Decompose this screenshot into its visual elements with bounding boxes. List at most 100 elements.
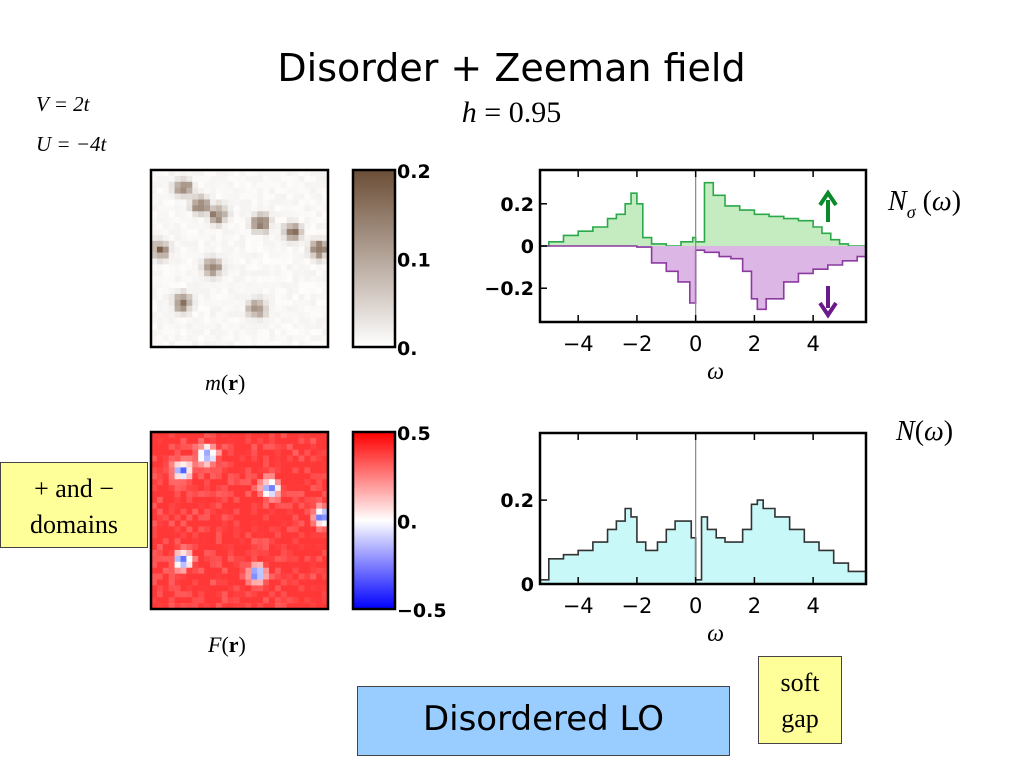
heatmap-cell xyxy=(292,491,299,498)
heatmap-cell xyxy=(180,437,187,445)
heatmap-cell xyxy=(274,199,282,206)
heatmap-cell xyxy=(239,550,246,557)
heatmap-cell xyxy=(322,293,329,301)
heatmap-cell xyxy=(168,299,175,306)
heatmap-cell xyxy=(298,591,305,598)
heatmap-cell xyxy=(198,538,205,545)
heatmap-cell xyxy=(186,240,193,247)
heatmap-cell xyxy=(298,288,305,295)
heatmap-cell xyxy=(304,181,311,188)
heatmap-cell xyxy=(168,341,175,348)
heatmap-cell xyxy=(286,317,293,324)
heatmap-cell xyxy=(286,341,293,348)
heatmap-cell xyxy=(210,217,217,224)
heatmap-cell xyxy=(251,508,258,515)
heatmap-cell xyxy=(156,567,164,574)
heatmap-cell xyxy=(310,170,317,177)
heatmap-cell xyxy=(204,585,211,592)
heatmap-cell xyxy=(316,514,323,521)
heatmap-cell xyxy=(151,449,158,456)
heatmap-cell xyxy=(186,455,193,462)
heatmap-cell xyxy=(204,229,211,236)
heatmap-cell xyxy=(180,561,187,568)
heatmap-cell xyxy=(269,223,276,230)
heatmap-cell xyxy=(280,467,287,474)
heatmap-cell xyxy=(239,520,246,527)
heatmap-cell xyxy=(280,341,287,348)
heatmap-cell xyxy=(221,508,228,515)
heatmap-cell xyxy=(274,597,282,604)
heatmap-cell xyxy=(192,181,199,188)
heatmap-cell xyxy=(168,443,175,450)
heatmap-cell xyxy=(269,240,276,247)
heatmap-cell xyxy=(198,323,205,330)
heatmap-cell xyxy=(162,550,169,557)
heatmap-cell xyxy=(304,170,311,177)
heatmap-cell xyxy=(280,579,287,586)
heatmap-cell xyxy=(304,305,311,312)
heatmap-cell xyxy=(316,223,323,230)
heatmap-cell xyxy=(269,491,276,498)
x-tick-label: −4 xyxy=(563,332,594,356)
heatmap-cell xyxy=(251,591,258,598)
heatmap-cell xyxy=(286,597,293,604)
heatmap-cell xyxy=(180,432,187,439)
heatmap-cell xyxy=(316,323,323,330)
heatmap-cell xyxy=(210,591,217,598)
heatmap-cell xyxy=(174,264,181,271)
heatmap-cell xyxy=(151,538,158,545)
heatmap-cell xyxy=(221,485,228,492)
heatmap-cell xyxy=(168,329,175,336)
heatmap-cell xyxy=(245,579,252,586)
heatmap-cell xyxy=(245,270,252,277)
heatmap-cell xyxy=(269,311,276,318)
heatmap-cell xyxy=(257,311,264,318)
heatmap-cell xyxy=(286,264,293,271)
heatmap-cell xyxy=(269,555,276,563)
heatmap-cell xyxy=(251,293,258,301)
heatmap-cell xyxy=(280,520,287,527)
heatmap-cell xyxy=(322,443,329,450)
heatmap-cell xyxy=(304,293,311,301)
heatmap-cell xyxy=(156,329,164,336)
heatmap-cell xyxy=(180,246,187,253)
heatmap-cell xyxy=(304,573,311,580)
heatmap-cell xyxy=(156,288,164,295)
heatmap-cell xyxy=(292,223,299,230)
heatmap-cell xyxy=(198,491,205,498)
heatmap-cell xyxy=(204,335,211,342)
heatmap-cell xyxy=(292,170,299,177)
domains-note: + and − domains xyxy=(0,462,148,548)
heatmap-cell xyxy=(204,561,211,568)
heatmap-cell xyxy=(280,455,287,462)
heatmap-cell xyxy=(168,532,175,539)
heatmap-cell xyxy=(304,508,311,515)
heatmap-cell xyxy=(263,449,270,456)
heatmap-cell xyxy=(186,252,193,259)
heatmap-cell xyxy=(263,217,270,224)
heatmap-cell xyxy=(215,311,223,318)
heatmap-cell xyxy=(316,532,323,539)
heatmap-cell xyxy=(304,561,311,568)
heatmap-cell xyxy=(280,270,287,277)
heatmap-cell xyxy=(286,479,293,486)
heatmap-cell xyxy=(316,579,323,586)
heatmap-cell xyxy=(269,561,276,568)
heatmap-cell xyxy=(198,449,205,456)
heatmap-cell xyxy=(186,234,193,242)
heatmap-cell xyxy=(304,432,311,439)
heatmap-cell xyxy=(304,526,311,533)
heatmap-cell xyxy=(233,526,240,533)
heatmap-cell xyxy=(233,170,240,177)
x-tick-label: −4 xyxy=(563,594,594,618)
heatmap-cell xyxy=(198,603,205,610)
heatmap-cell xyxy=(186,520,193,527)
heatmap-cell xyxy=(239,485,246,492)
heatmap-cell xyxy=(251,449,258,456)
colorbar xyxy=(351,168,397,349)
heatmap-cell xyxy=(269,193,276,200)
heatmap-cell xyxy=(245,175,252,183)
heatmap-cell xyxy=(180,205,187,212)
heatmap-cell xyxy=(227,276,234,283)
heatmap-cell xyxy=(186,538,193,545)
